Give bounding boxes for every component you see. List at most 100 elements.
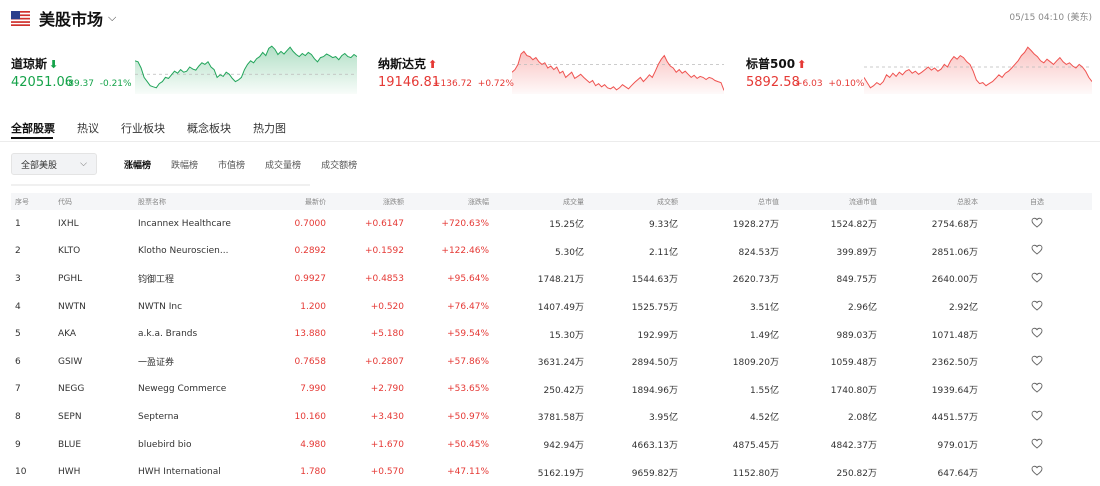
market-header[interactable]: 美股市场 ⌵ [11, 6, 116, 30]
index-name-dow[interactable]: 道琼斯 ⬇ [11, 57, 59, 71]
stock-name[interactable]: 钧御工程 [138, 275, 175, 286]
change-amount: +5.180 [370, 329, 404, 340]
last-price: 10.160 [294, 411, 327, 422]
header-col-change[interactable]: 涨跌额 [383, 197, 404, 206]
heart-icon[interactable] [1031, 244, 1043, 255]
table-row[interactable]: 7 NEGG Newegg Commerce 7.990 +2.790 +53.65% 25… [11, 376, 1092, 404]
total-shares: 2851.06万 [931, 247, 978, 258]
row-index: 10 [15, 467, 27, 478]
table-row[interactable]: 6 GSIW 一盈证券 0.7658 +0.2807 +57.86% 3631.24万 289… [11, 348, 1092, 376]
ranking-tabs: 涨幅榜 跌幅榜 市值榜 成交量榜 成交额榜 [124, 158, 377, 171]
row-index: 5 [15, 329, 21, 340]
stock-code[interactable]: PGHL [58, 273, 83, 284]
volume: 1407.49万 [537, 303, 584, 314]
table-row[interactable]: 8 SEPN Septerna 10.160 +3.430 +50.97% 3781.58万… [11, 403, 1092, 431]
table-row[interactable]: 3 PGHL 钧御工程 0.9927 +0.4853 +95.64% 1748.21万 154… [11, 265, 1092, 293]
stock-name[interactable]: 一盈证券 [138, 358, 175, 369]
header-col-shares[interactable]: 总股本 [957, 197, 978, 206]
header-col-volume[interactable]: 成交量 [563, 197, 584, 206]
heart-icon[interactable] [1031, 410, 1043, 421]
stock-name[interactable]: Klotho Neuroscien... [138, 246, 229, 257]
total-shares: 1071.48万 [931, 330, 978, 341]
index-name-nasdaq[interactable]: 纳斯达克 ⬆ [378, 57, 438, 71]
turnover: 2.11亿 [648, 247, 678, 258]
table-row[interactable]: 10 HWH HWH International 1.780 +0.570 +47.11%… [11, 458, 1092, 486]
stock-code[interactable]: IXHL [58, 218, 79, 229]
header-col-pct[interactable]: 涨跌幅 [468, 197, 489, 206]
chevron-down-icon: ⌵ [80, 159, 87, 169]
row-index: 1 [15, 218, 21, 229]
tab-heatmap[interactable]: 热力图 [253, 122, 286, 135]
subtab-volume[interactable]: 成交量榜 [265, 161, 302, 171]
sparkline-sp500[interactable] [864, 40, 1092, 94]
stock-name[interactable]: NWTN Inc [138, 301, 183, 312]
watchlist-cell [982, 348, 1092, 376]
turnover: 1894.96万 [631, 385, 678, 396]
stock-name[interactable]: a.k.a. Brands [138, 329, 198, 340]
total-shares: 1939.64万 [931, 385, 978, 396]
stock-code[interactable]: HWH [58, 467, 81, 478]
subtab-losers[interactable]: 跌幅榜 [171, 161, 199, 171]
change-amount: +2.790 [370, 384, 404, 395]
heart-icon[interactable] [1031, 355, 1043, 366]
table-row[interactable]: 2 KLTO Klotho Neuroscien... 0.2892 +0.1592 +1… [11, 238, 1092, 266]
volume: 15.25亿 [549, 220, 584, 231]
subtab-gainers[interactable]: 涨幅榜 [124, 161, 152, 171]
stock-name[interactable]: Newegg Commerce [138, 384, 227, 395]
heart-icon[interactable] [1031, 272, 1043, 283]
market-filter-select[interactable]: 全部美股 ⌵ [11, 153, 97, 175]
tab-concept[interactable]: 概念板块 [187, 122, 231, 135]
stock-code[interactable]: NEGG [58, 384, 85, 395]
header-col-turnover[interactable]: 成交额 [657, 197, 678, 206]
stock-name[interactable]: Incannex Healthcare [138, 218, 231, 229]
heart-icon[interactable] [1031, 300, 1043, 311]
heart-icon[interactable] [1031, 438, 1043, 449]
volume: 942.94万 [543, 441, 585, 452]
change-pct: +122.46% [441, 246, 489, 257]
stock-name[interactable]: bluebird bio [138, 439, 192, 450]
change-amount: +3.430 [370, 411, 404, 422]
index-name-sp500[interactable]: 标普500 ⬆ [746, 57, 807, 71]
subtab-market-cap[interactable]: 市值榜 [218, 161, 246, 171]
sparkline-dow[interactable] [135, 40, 357, 94]
total-shares: 2362.50万 [931, 358, 978, 369]
timestamp: 05/15 04:10 (美东) [1009, 13, 1092, 23]
heart-icon[interactable] [1031, 327, 1043, 338]
row-index: 8 [15, 411, 21, 422]
change-pct: +50.45% [447, 439, 489, 450]
stock-code[interactable]: BLUE [58, 439, 82, 450]
table-row[interactable]: 5 AKA a.k.a. Brands 13.880 +5.180 +59.54% 15.3… [11, 320, 1092, 348]
heart-icon[interactable] [1031, 217, 1043, 228]
chevron-down-icon[interactable]: ⌵ [108, 11, 117, 24]
subtab-turnover[interactable]: 成交额榜 [321, 161, 358, 171]
last-price: 1.200 [300, 301, 326, 312]
watchlist-cell [982, 431, 1092, 459]
stock-code[interactable]: SEPN [58, 411, 82, 422]
sparkline-nasdaq[interactable] [512, 40, 724, 94]
stock-name[interactable]: Septerna [138, 411, 179, 422]
stock-name[interactable]: HWH International [138, 467, 221, 478]
stock-code[interactable]: KLTO [58, 246, 81, 257]
tab-hot-discussion[interactable]: 热议 [77, 122, 99, 135]
tab-all-stocks[interactable]: 全部股票 [11, 122, 55, 135]
row-index: 4 [15, 301, 21, 312]
header-col-market-cap[interactable]: 总市值 [758, 197, 779, 206]
volume: 5162.19万 [537, 468, 584, 479]
tab-industry[interactable]: 行业板块 [121, 122, 165, 135]
sparkline-line [864, 46, 1092, 89]
watchlist-cell [982, 320, 1092, 348]
header-col-price[interactable]: 最新价 [305, 197, 326, 206]
table-row[interactable]: 1 IXHL Incannex Healthcare 0.7000 +0.6147 +72… [11, 210, 1092, 238]
heart-icon[interactable] [1031, 465, 1043, 476]
float-cap: 2.08亿 [847, 413, 877, 424]
market-cap: 824.53万 [738, 247, 780, 258]
stock-code[interactable]: AKA [58, 329, 77, 340]
market-cap: 1928.27万 [732, 220, 779, 231]
header-col-float-cap[interactable]: 流通市值 [849, 197, 877, 206]
stock-code[interactable]: NWTN [58, 301, 86, 312]
heart-icon[interactable] [1031, 382, 1043, 393]
table-row[interactable]: 9 BLUE bluebird bio 4.980 +1.670 +50.45% 942.9… [11, 431, 1092, 459]
table-row[interactable]: 4 NWTN NWTN Inc 1.200 +0.520 +76.47% 1407.49万 1… [11, 293, 1092, 321]
stock-code[interactable]: GSIW [58, 356, 83, 367]
watchlist-cell [982, 265, 1092, 293]
